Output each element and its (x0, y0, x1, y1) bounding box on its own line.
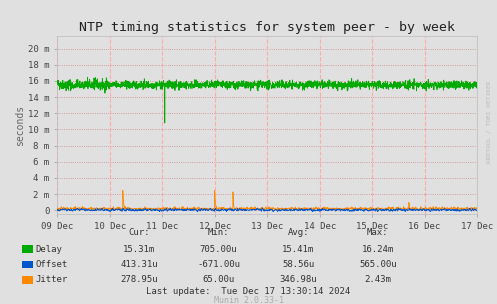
Text: Offset: Offset (36, 260, 68, 269)
Title: NTP timing statistics for system peer - by week: NTP timing statistics for system peer - … (79, 21, 455, 34)
Text: Jitter: Jitter (36, 275, 68, 284)
Y-axis label: seconds: seconds (15, 105, 25, 146)
Text: 413.31u: 413.31u (120, 260, 158, 269)
Text: Last update:  Tue Dec 17 13:30:14 2024: Last update: Tue Dec 17 13:30:14 2024 (147, 287, 350, 296)
Text: 16.24m: 16.24m (362, 245, 394, 254)
Text: Munin 2.0.33-1: Munin 2.0.33-1 (214, 296, 283, 304)
Text: -671.00u: -671.00u (197, 260, 240, 269)
Text: 346.98u: 346.98u (279, 275, 317, 284)
Text: 278.95u: 278.95u (120, 275, 158, 284)
Text: Cur:: Cur: (128, 228, 150, 237)
Text: Delay: Delay (36, 245, 63, 254)
Text: 58.56u: 58.56u (282, 260, 314, 269)
Text: 565.00u: 565.00u (359, 260, 397, 269)
Text: 15.31m: 15.31m (123, 245, 155, 254)
Text: 65.00u: 65.00u (203, 275, 235, 284)
Text: Min:: Min: (208, 228, 230, 237)
Text: 15.41m: 15.41m (282, 245, 314, 254)
Text: Avg:: Avg: (287, 228, 309, 237)
Text: 2.43m: 2.43m (364, 275, 391, 284)
Text: RRDTOOL / TOBI OETIKER: RRDTOOL / TOBI OETIKER (486, 80, 491, 163)
Text: 705.00u: 705.00u (200, 245, 238, 254)
Text: Max:: Max: (367, 228, 389, 237)
